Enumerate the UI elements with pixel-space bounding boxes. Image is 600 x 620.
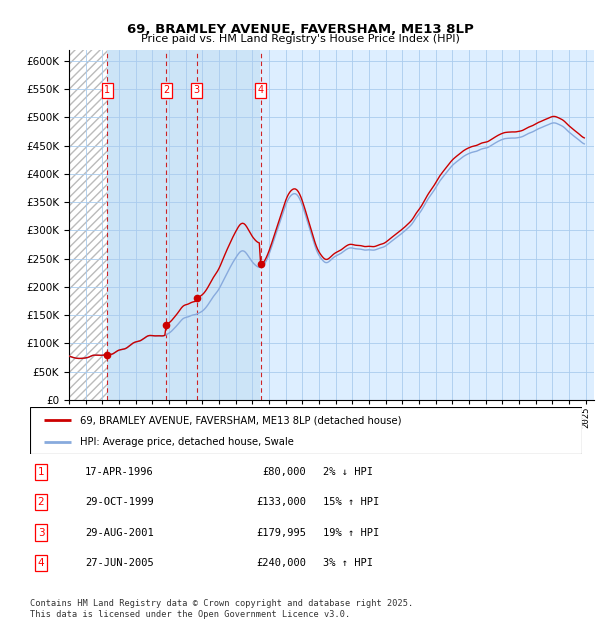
Text: 15% ↑ HPI: 15% ↑ HPI bbox=[323, 497, 379, 507]
Bar bbox=[69, 50, 107, 400]
Text: Contains HM Land Registry data © Crown copyright and database right 2025.
This d: Contains HM Land Registry data © Crown c… bbox=[30, 600, 413, 619]
Text: £179,995: £179,995 bbox=[256, 528, 306, 538]
Text: 29-OCT-1999: 29-OCT-1999 bbox=[85, 497, 154, 507]
Text: £80,000: £80,000 bbox=[262, 467, 306, 477]
Text: 69, BRAMLEY AVENUE, FAVERSHAM, ME13 8LP (detached house): 69, BRAMLEY AVENUE, FAVERSHAM, ME13 8LP … bbox=[80, 415, 401, 425]
Text: 69, BRAMLEY AVENUE, FAVERSHAM, ME13 8LP: 69, BRAMLEY AVENUE, FAVERSHAM, ME13 8LP bbox=[127, 23, 473, 36]
Text: 3: 3 bbox=[194, 86, 200, 95]
Bar bbox=[107, 50, 260, 400]
Text: £133,000: £133,000 bbox=[256, 497, 306, 507]
Text: 1: 1 bbox=[104, 86, 110, 95]
Text: £240,000: £240,000 bbox=[256, 558, 306, 568]
Text: 2: 2 bbox=[38, 497, 44, 507]
Text: 27-JUN-2005: 27-JUN-2005 bbox=[85, 558, 154, 568]
Text: 3% ↑ HPI: 3% ↑ HPI bbox=[323, 558, 373, 568]
Text: 4: 4 bbox=[257, 86, 263, 95]
Text: 4: 4 bbox=[38, 558, 44, 568]
Text: 2% ↓ HPI: 2% ↓ HPI bbox=[323, 467, 373, 477]
Text: 29-AUG-2001: 29-AUG-2001 bbox=[85, 528, 154, 538]
Text: 17-APR-1996: 17-APR-1996 bbox=[85, 467, 154, 477]
Text: HPI: Average price, detached house, Swale: HPI: Average price, detached house, Swal… bbox=[80, 437, 293, 447]
Text: 19% ↑ HPI: 19% ↑ HPI bbox=[323, 528, 379, 538]
Text: 2: 2 bbox=[163, 86, 169, 95]
Text: 1: 1 bbox=[38, 467, 44, 477]
Text: 3: 3 bbox=[38, 528, 44, 538]
Text: Price paid vs. HM Land Registry's House Price Index (HPI): Price paid vs. HM Land Registry's House … bbox=[140, 34, 460, 44]
